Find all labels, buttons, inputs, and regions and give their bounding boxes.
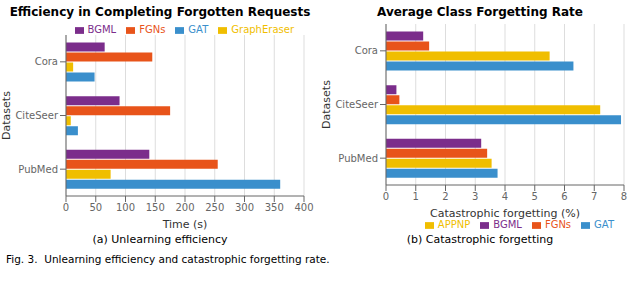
svg-text:Catastrophic forgetting (%): Catastrophic forgetting (%) [430,207,580,220]
html-text:FGNs: FGNs [139,24,166,35]
html-text:GAT: GAT [188,24,209,35]
svg-text:Cora: Cora [35,56,58,67]
svg-text:3: 3 [472,191,478,202]
svg-text:Cora: Cora [355,45,378,56]
html-text:FGNs: FGNs [544,219,572,230]
svg-text:Time (s): Time (s) [162,218,208,231]
html-text:APPNP: APPNP [437,219,471,230]
svg-text:6: 6 [561,191,567,202]
svg-text:4: 4 [502,191,508,202]
svg-text:CiteSeer: CiteSeer [15,110,58,121]
html-text:(b) Catastrophic forgetting: (b) Catastrophic forgetting [406,233,554,246]
html-text:Average Class Forgetting Rate: Average Class Forgetting Rate [377,5,583,19]
svg-text:8: 8 [621,191,627,202]
html-text:BGML: BGML [493,219,522,230]
svg-text:0: 0 [63,202,69,213]
svg-text:1: 1 [413,191,419,202]
html-text:GAT: GAT [594,219,614,230]
svg-text:250: 250 [205,202,224,213]
svg-text:7: 7 [591,191,597,202]
svg-text:Datasets: Datasets [8,91,13,140]
svg-text:PubMed: PubMed [338,153,378,164]
svg-text:PubMed: PubMed [18,164,58,175]
html-text:Efficiency in Completing Forgo: Efficiency in Completing Forgotten Reque… [9,5,311,19]
svg-text:100: 100 [116,202,135,213]
html-text:GraphEraser: GraphEraser [231,24,294,35]
html-text:BGML: BGML [87,24,117,35]
svg-text:5: 5 [532,191,538,202]
svg-text:350: 350 [265,202,284,213]
svg-text:Datasets: Datasets [320,80,333,129]
svg-text:150: 150 [146,202,165,213]
svg-text:50: 50 [89,202,102,213]
svg-text:0: 0 [383,191,389,202]
svg-text:300: 300 [235,202,254,213]
html-text:Fig. 3. Unlearning efficiency: Fig. 3. Unlearning efficiency and catast… [6,253,330,265]
svg-text:200: 200 [175,202,194,213]
svg-text:400: 400 [294,202,313,213]
svg-text:CiteSeer: CiteSeer [335,99,378,110]
svg-text:2: 2 [442,191,448,202]
html-text:(a) Unlearning efficiency: (a) Unlearning efficiency [92,233,228,246]
